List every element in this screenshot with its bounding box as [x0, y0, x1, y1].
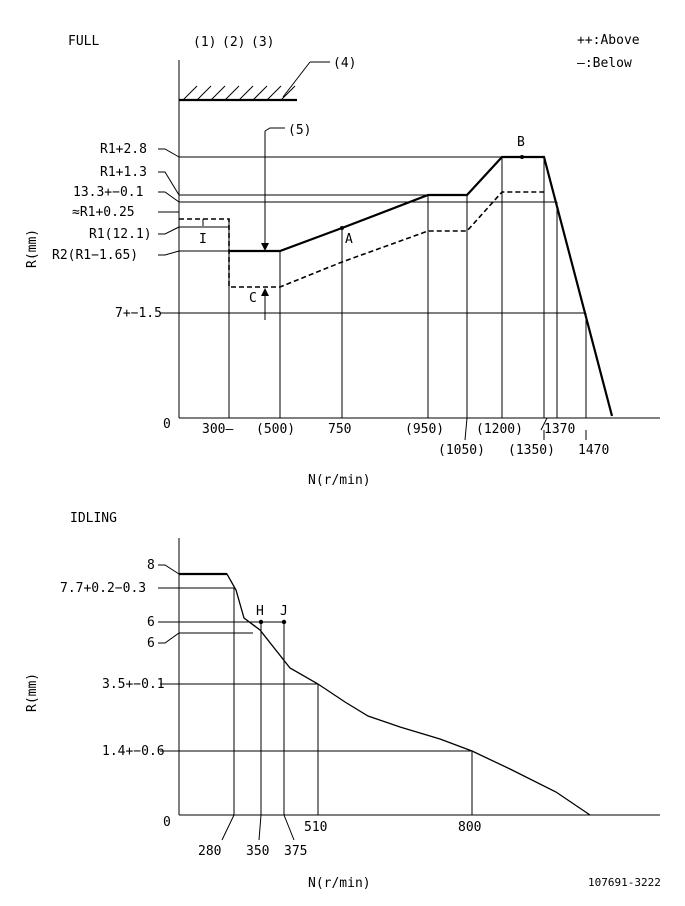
- y-tick-r2: R2(R1−1.65): [52, 248, 138, 263]
- x-tick-750: 750: [328, 422, 351, 437]
- x-tick-1050: (1050): [438, 443, 485, 458]
- stop-hatch: [179, 85, 297, 102]
- point-a-label: A: [345, 232, 353, 247]
- point-j-label: J: [280, 604, 288, 619]
- idling-x-tick-350: 350: [246, 844, 269, 859]
- idling-x-tick-510: 510: [304, 820, 327, 835]
- x-tick-500: (500): [256, 422, 295, 437]
- full-x-axis-label: N(r/min): [308, 473, 371, 488]
- full-marker-2: (2): [222, 35, 245, 50]
- idling-curve: [179, 573, 591, 816]
- idling-drop-lines: [233, 588, 473, 815]
- point-j-marker: [281, 619, 287, 625]
- idling-y-tick-6a: 6: [147, 615, 155, 630]
- x-tick-1200: (1200): [476, 422, 523, 437]
- idling-chart: IDLING 0 R(mm) N(r/min) 8 7.7+0.2−0.3 6 …: [25, 511, 660, 891]
- idling-y-tick-3-5: 3.5+−0.1: [102, 677, 165, 692]
- point-a-marker: [340, 226, 344, 230]
- x-tick-1470: 1470: [578, 443, 609, 458]
- y-tick-r1-12-1: R1(12.1): [89, 227, 152, 242]
- idling-y-tick-8: 8: [147, 558, 155, 573]
- x-tick-300: 300—: [202, 422, 233, 437]
- point-c-label: C: [249, 291, 257, 306]
- idling-y-axis-label: R(mm): [25, 673, 40, 712]
- y-tick-13-3: 13.3+−0.1: [73, 185, 143, 200]
- arrow-callout-5: [261, 127, 285, 320]
- arrow-callout: (5): [288, 123, 311, 138]
- idling-x-tick-800: 800: [458, 820, 481, 835]
- idling-title: IDLING: [70, 511, 117, 526]
- stop-callout-leader: [282, 61, 330, 98]
- stop-callout: (4): [333, 56, 356, 71]
- full-chart: FULL (1) (2) (3) ++:Above —:Below 0 R(mm…: [25, 33, 660, 488]
- idling-origin: 0: [163, 815, 171, 830]
- idling-y-tick-1-4: 1.4+−0.6: [102, 744, 165, 759]
- idling-y-tick-6b: 6: [147, 636, 155, 651]
- idling-x-tick-375: 375: [284, 844, 307, 859]
- drawing-number: 107691-3222: [588, 876, 661, 889]
- legend-below: —:Below: [577, 56, 632, 71]
- point-h-label: H: [256, 604, 264, 619]
- idling-x-tick-280: 280: [198, 844, 221, 859]
- full-curve-solid: [229, 155, 614, 417]
- idling-y-tick-7-7: 7.7+0.2−0.3: [60, 581, 146, 596]
- y-tick-r1-1-3: R1+1.3: [100, 165, 147, 180]
- point-b-label: B: [517, 135, 525, 150]
- x-tick-1370: 1370: [544, 422, 575, 437]
- full-y-axis-label: R(mm): [25, 229, 40, 268]
- full-title: FULL: [68, 34, 99, 49]
- x-tick-950: (950): [405, 422, 444, 437]
- full-drop-lines: [228, 157, 587, 418]
- idling-x-axis-label: N(r/min): [308, 876, 371, 891]
- full-marker-3: (3): [251, 35, 274, 50]
- full-marker-1: (1): [193, 35, 216, 50]
- point-b-marker: [520, 155, 524, 159]
- x-tick-1350: (1350): [508, 443, 555, 458]
- point-h-marker: [258, 619, 264, 625]
- legend-above: ++:Above: [577, 33, 640, 48]
- y-tick-r1-0-25: ≈R1+0.25: [72, 205, 135, 220]
- full-curve-dashed: [179, 191, 544, 288]
- point-i-label: I: [199, 232, 207, 247]
- y-tick-7-1-5: 7+−1.5: [115, 306, 162, 321]
- y-tick-r1-2-8: R1+2.8: [100, 142, 147, 157]
- full-origin: 0: [163, 417, 171, 432]
